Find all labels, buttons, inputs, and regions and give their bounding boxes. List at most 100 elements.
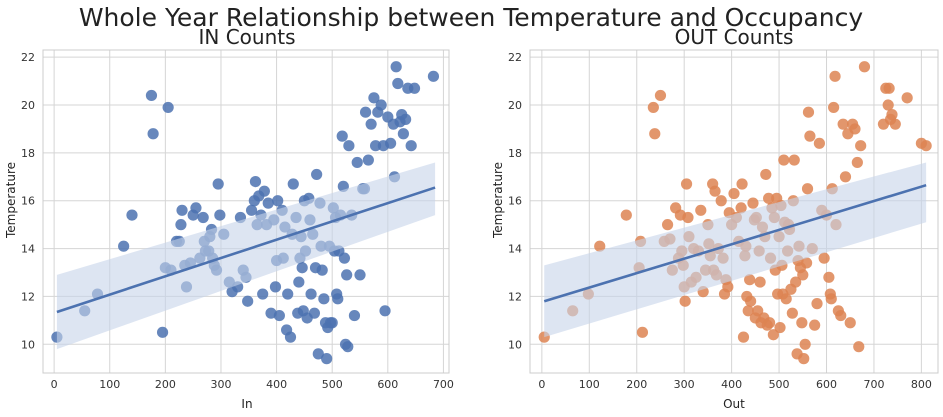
in-counts-data-point [287, 178, 299, 190]
out-counts-x-tick-label: 0 [538, 378, 545, 391]
in-counts-data-point [362, 154, 374, 166]
out-counts-data-point [767, 329, 779, 341]
out-counts-y-tick-label: 10 [508, 338, 522, 351]
out-counts-data-point [722, 281, 734, 293]
out-counts-panel: OUT Counts Out Temperature 0 100 200 300 400… [491, 25, 939, 411]
in-counts-data-point [385, 137, 397, 149]
out-counts-x-tick-label: 200 [626, 378, 647, 391]
in-counts-data-point [336, 130, 348, 142]
out-counts-data-point [829, 70, 841, 82]
out-counts-data-point [745, 295, 757, 307]
out-counts-x-tick-label: 400 [721, 378, 742, 391]
out-counts-data-point [809, 319, 821, 331]
in-counts-x-tick-label: 0 [51, 378, 58, 391]
in-counts-y-tick-label: 16 [21, 195, 35, 208]
out-counts-y-tick-label: 12 [508, 290, 522, 303]
in-counts-data-point [212, 178, 224, 190]
in-counts-data-point [318, 293, 330, 305]
in-counts-data-point [365, 118, 377, 130]
out-counts-x-tick-label: 500 [769, 378, 790, 391]
out-counts-plot-frame [529, 49, 939, 374]
out-counts-data-point [786, 307, 798, 319]
out-counts-data-point [735, 202, 747, 214]
out-counts-data-point [883, 82, 895, 94]
in-counts-data-point [354, 269, 366, 281]
out-counts-title: OUT Counts [675, 25, 794, 49]
in-counts-data-point [190, 202, 202, 214]
in-counts-y-tick-label: 10 [21, 338, 35, 351]
out-counts-y-tick-label: 22 [508, 51, 522, 64]
out-counts-data-point [736, 178, 748, 190]
out-counts-data-point [742, 305, 754, 317]
in-counts-data-point [342, 341, 354, 353]
out-counts-data-point [811, 298, 823, 310]
out-counts-data-point [715, 195, 727, 207]
out-counts-data-point [788, 154, 800, 166]
out-counts-data-point [825, 293, 837, 305]
out-counts-y-tick-label: 14 [508, 243, 522, 256]
in-counts-y-tick-label: 14 [21, 243, 35, 256]
out-counts-data-point [763, 192, 775, 204]
out-counts-data-point [682, 211, 694, 224]
in-counts-data-point [296, 262, 308, 274]
out-counts-data-point [851, 156, 863, 169]
in-counts-data-point [351, 156, 363, 169]
in-counts-data-point [316, 264, 328, 276]
out-counts-data-point [737, 331, 750, 343]
out-counts-data-point [763, 317, 776, 329]
in-counts-data-point [338, 252, 351, 264]
out-counts-data-point [813, 137, 825, 149]
out-counts-data-point [680, 178, 693, 190]
in-counts-x-tick-label: 300 [210, 378, 231, 391]
in-counts-regression-line [56, 186, 436, 314]
out-counts-data-point [853, 341, 865, 353]
out-counts-confidence-band [544, 162, 927, 338]
in-counts-data-point [332, 293, 344, 305]
out-counts-data-point [835, 309, 847, 322]
out-counts-data-point [828, 101, 840, 114]
in-counts-title: IN Counts [198, 25, 295, 49]
out-counts-y-tick-label: 20 [508, 99, 522, 112]
out-counts-x-tick-label: 600 [816, 378, 837, 391]
out-counts-data-point [849, 123, 861, 135]
out-counts-data-point [679, 295, 691, 307]
in-counts-y-tick-label: 20 [21, 99, 35, 112]
out-counts-y-tick-label: 18 [508, 147, 522, 160]
in-counts-data-point [293, 276, 305, 288]
out-counts-data-point [799, 338, 811, 350]
out-counts-data-point [620, 209, 632, 221]
out-counts-data-point [858, 61, 871, 73]
out-counts-data-point [747, 197, 759, 209]
in-counts-data-point [145, 89, 158, 102]
out-counts-x-tick-label: 800 [911, 378, 932, 391]
in-counts-y-tick-label: 22 [21, 51, 35, 64]
out-counts-data-point [774, 321, 786, 334]
in-counts-data-point [379, 305, 391, 317]
out-counts-data-point [709, 185, 721, 197]
in-counts-plot-frame [42, 49, 450, 374]
out-counts-data-point [760, 168, 772, 181]
in-counts-data-point [126, 209, 138, 221]
in-counts-data-point [368, 92, 380, 104]
in-counts-data-point [262, 197, 274, 209]
in-counts-data-point [326, 317, 338, 329]
in-counts-data-point [176, 204, 188, 216]
in-counts-data-point [118, 240, 130, 252]
out-counts-x-tick-label: 300 [674, 378, 695, 391]
out-counts-data-point [837, 118, 849, 130]
out-counts-data-point [661, 219, 674, 231]
out-counts-data-point [797, 269, 809, 281]
in-counts-confidence-band [56, 162, 436, 350]
in-counts-data-point [400, 113, 412, 125]
out-counts-data-point [844, 317, 856, 329]
out-counts-data-point [754, 276, 766, 288]
out-counts-data-point [882, 99, 894, 111]
in-counts-data-point [321, 353, 333, 365]
out-counts-data-point [818, 252, 830, 264]
in-counts-data-point [282, 288, 294, 300]
in-counts-data-point [269, 281, 282, 293]
in-counts-data-point [341, 269, 353, 281]
out-counts-xlabel: Out [723, 397, 745, 411]
in-counts-y-tick-label: 18 [21, 147, 35, 160]
